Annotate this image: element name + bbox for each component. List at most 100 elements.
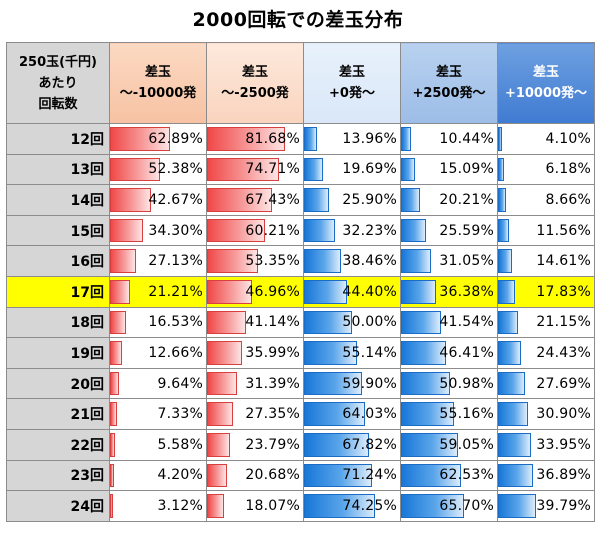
positive-bar [498, 249, 513, 273]
table-row: 21回 7.33% 27.35% 64.03% 55.16% 30.90% [6, 398, 595, 430]
percent-value: 21.21% [148, 283, 203, 300]
table-row: 22回 5.58% 23.79% 67.82% 59.05% 33.95% [6, 428, 595, 461]
positive-bar [498, 402, 528, 426]
positive-bar [401, 310, 441, 335]
table-cell: 65.70% [400, 490, 498, 522]
table-cell: 6.18% [497, 153, 595, 186]
header-column-line2: +0発～ [329, 86, 375, 101]
percent-value: 35.99% [245, 344, 300, 361]
percent-value: 7.33% [157, 406, 203, 423]
row-label: 13回 [6, 153, 110, 186]
positive-bar [304, 157, 323, 182]
table-cell: 13.96% [303, 123, 401, 155]
table-cell: 24.43% [497, 337, 595, 369]
negative-bar [207, 494, 225, 518]
negative-bar [207, 310, 247, 335]
table-cell: 27.69% [497, 367, 595, 400]
positive-bar [401, 494, 465, 518]
positive-bar [304, 249, 341, 273]
table-row: 12回 62.89% 81.68% 13.96% 10.44% 4.10% [6, 123, 595, 155]
percent-value: 8.66% [545, 191, 591, 208]
table-cell: 19.69% [303, 153, 401, 186]
table-cell: 27.35% [206, 398, 304, 430]
percent-value: 16.53% [148, 314, 203, 331]
percent-value: 36.89% [536, 467, 591, 484]
percent-value: 41.14% [245, 314, 300, 331]
negative-bar [110, 218, 143, 243]
row-label: 15回 [6, 214, 110, 247]
table-cell: 4.20% [109, 459, 207, 492]
percent-value: 20.68% [245, 467, 300, 484]
table-cell: 41.54% [400, 306, 498, 339]
table-cell: 41.14% [206, 306, 304, 339]
negative-bar [207, 432, 230, 457]
percent-value: 24.43% [536, 344, 591, 361]
header-column-line2: ～-10000発 [119, 86, 197, 101]
positive-bar [401, 463, 462, 488]
header-column-minus-2500: 差玉 ～-2500発 [206, 42, 304, 124]
positive-bar [401, 249, 431, 273]
header-column-line2: +10000発～ [504, 86, 588, 101]
table-cell: 60.21% [206, 214, 304, 247]
table-cell: 74.71% [206, 153, 304, 186]
positive-bar [304, 310, 352, 335]
table-cell: 59.05% [400, 428, 498, 461]
header-column-line1: 差玉 [338, 65, 365, 80]
table-cell: 39.79% [497, 490, 595, 522]
table-cell: 10.44% [400, 123, 498, 155]
table-cell: 25.90% [303, 184, 401, 216]
percent-value: 74.71% [245, 161, 300, 178]
header-column-line1: 差玉 [532, 65, 559, 80]
header-spins-per-1000yen: 250玉(千円) あたり 回転数 [6, 42, 110, 124]
percent-value: 59.05% [439, 436, 494, 453]
positive-bar [498, 218, 510, 243]
header-label-line: 回転数 [38, 96, 78, 112]
percent-value: 23.79% [245, 436, 300, 453]
positive-bar [498, 432, 531, 457]
negative-bar [110, 432, 116, 457]
percent-value: 33.95% [536, 436, 591, 453]
table-cell: 27.13% [109, 245, 207, 277]
percent-value: 39.79% [536, 497, 591, 514]
positive-bar [401, 432, 458, 457]
percent-value: 31.39% [245, 375, 300, 392]
page-title: 2000回転での差玉分布 [192, 8, 404, 31]
table-cell: 53.35% [206, 245, 304, 277]
percent-value: 53.35% [245, 253, 300, 270]
percent-value: 25.59% [439, 222, 494, 239]
negative-bar [207, 218, 265, 243]
table-row: 14回 42.67% 67.43% 25.90% 20.21% 8.66% [6, 184, 595, 216]
table-row: 15回 34.30% 60.21% 32.23% 25.59% 11.56% [6, 214, 595, 247]
table-cell: 59.90% [303, 367, 401, 400]
percent-value: 19.69% [342, 161, 397, 178]
header-row: 250玉(千円) あたり 回転数 差玉 ～-10000発 差玉 ～-2500発 … [6, 42, 595, 124]
table-row: 24回 3.12% 18.07% 74.25% 65.70% 39.79% [6, 490, 595, 522]
negative-bar [207, 371, 238, 396]
percent-value: 6.18% [545, 161, 591, 178]
percent-value: 71.24% [342, 467, 397, 484]
table-cell: 81.68% [206, 123, 304, 155]
negative-bar [207, 188, 272, 212]
positive-bar [304, 127, 318, 151]
table-cell: 33.95% [497, 428, 595, 461]
header-column-line1: 差玉 [144, 65, 171, 80]
row-label: 17回 [6, 275, 110, 308]
percent-value: 42.67% [148, 191, 203, 208]
table-row: 16回 27.13% 53.35% 38.46% 31.05% 14.61% [6, 245, 595, 277]
positive-bar [304, 432, 370, 457]
negative-bar [110, 188, 151, 212]
percent-value: 62.53% [439, 467, 494, 484]
table-row: 13回 52.38% 74.71% 19.69% 15.09% 6.18% [6, 153, 595, 186]
positive-bar [401, 127, 412, 151]
negative-bar [207, 463, 227, 488]
positive-bar [498, 371, 525, 396]
percent-value: 5.58% [157, 436, 203, 453]
percent-value: 25.90% [342, 191, 397, 208]
percent-value: 46.96% [245, 283, 300, 300]
header-label-line: 250玉(千円) [18, 54, 98, 70]
table-cell: 21.21% [109, 275, 207, 308]
negative-bar [110, 463, 115, 488]
header-column-plus-2500: 差玉 +2500発～ [400, 42, 498, 124]
table-cell: 74.25% [303, 490, 401, 522]
table-cell: 11.56% [497, 214, 595, 247]
